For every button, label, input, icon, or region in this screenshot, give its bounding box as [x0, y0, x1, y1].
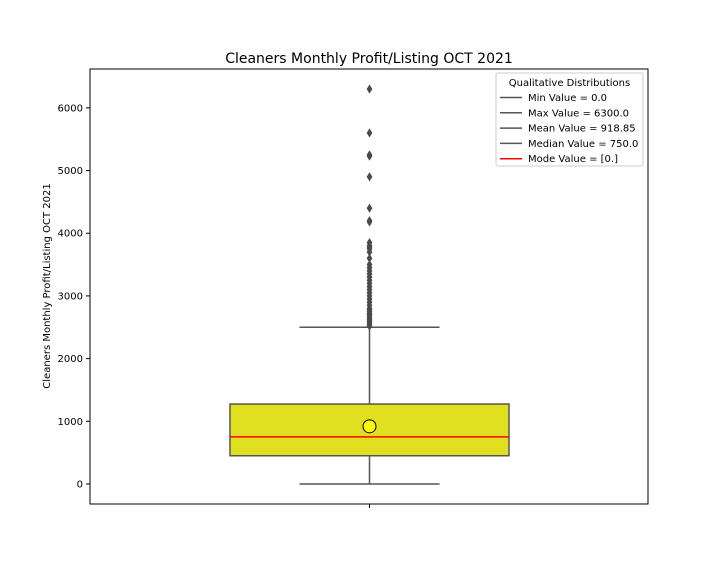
- legend-entry-label: Max Value = 6300.0: [528, 108, 629, 119]
- plot-frame: [89, 68, 649, 505]
- y-tick-label: 3000: [58, 291, 83, 302]
- outlier-point: [366, 128, 373, 138]
- legend-entry-label: Mean Value = 918.85: [528, 124, 636, 135]
- legend-entry-label: Median Value = 750.0: [528, 139, 638, 150]
- y-tick-label: 2000: [58, 354, 83, 365]
- outlier-point: [366, 172, 373, 182]
- legend-entry-label: Min Value = 0.0: [528, 93, 607, 104]
- y-tick-label: 6000: [58, 103, 83, 114]
- y-tick-label: 5000: [58, 166, 83, 177]
- mean-marker: [362, 419, 377, 434]
- outlier-point: [366, 321, 373, 331]
- legend-box: [495, 72, 644, 167]
- y-tick-label: 4000: [58, 229, 83, 240]
- outlier-point: [366, 203, 373, 213]
- y-tick-label: 0: [77, 479, 83, 490]
- legend-title: Qualitative Distributions: [509, 78, 630, 89]
- y-axis-label: Cleaners Monthly Profit/Listing OCT 2021: [42, 183, 53, 388]
- chart-title: Cleaners Monthly Profit/Listing OCT 2021: [225, 51, 513, 67]
- y-tick-label: 1000: [58, 417, 83, 428]
- outlier-point: [366, 151, 373, 161]
- outlier-point: [366, 217, 373, 227]
- plot-area: 0 1000 2000 3000 4000 5000 6000: [58, 84, 510, 508]
- legend-entry-label: Mode Value = [0.]: [528, 154, 618, 165]
- outlier-point: [366, 84, 373, 94]
- legend: Qualitative Distributions Min Value = 0.…: [495, 72, 644, 167]
